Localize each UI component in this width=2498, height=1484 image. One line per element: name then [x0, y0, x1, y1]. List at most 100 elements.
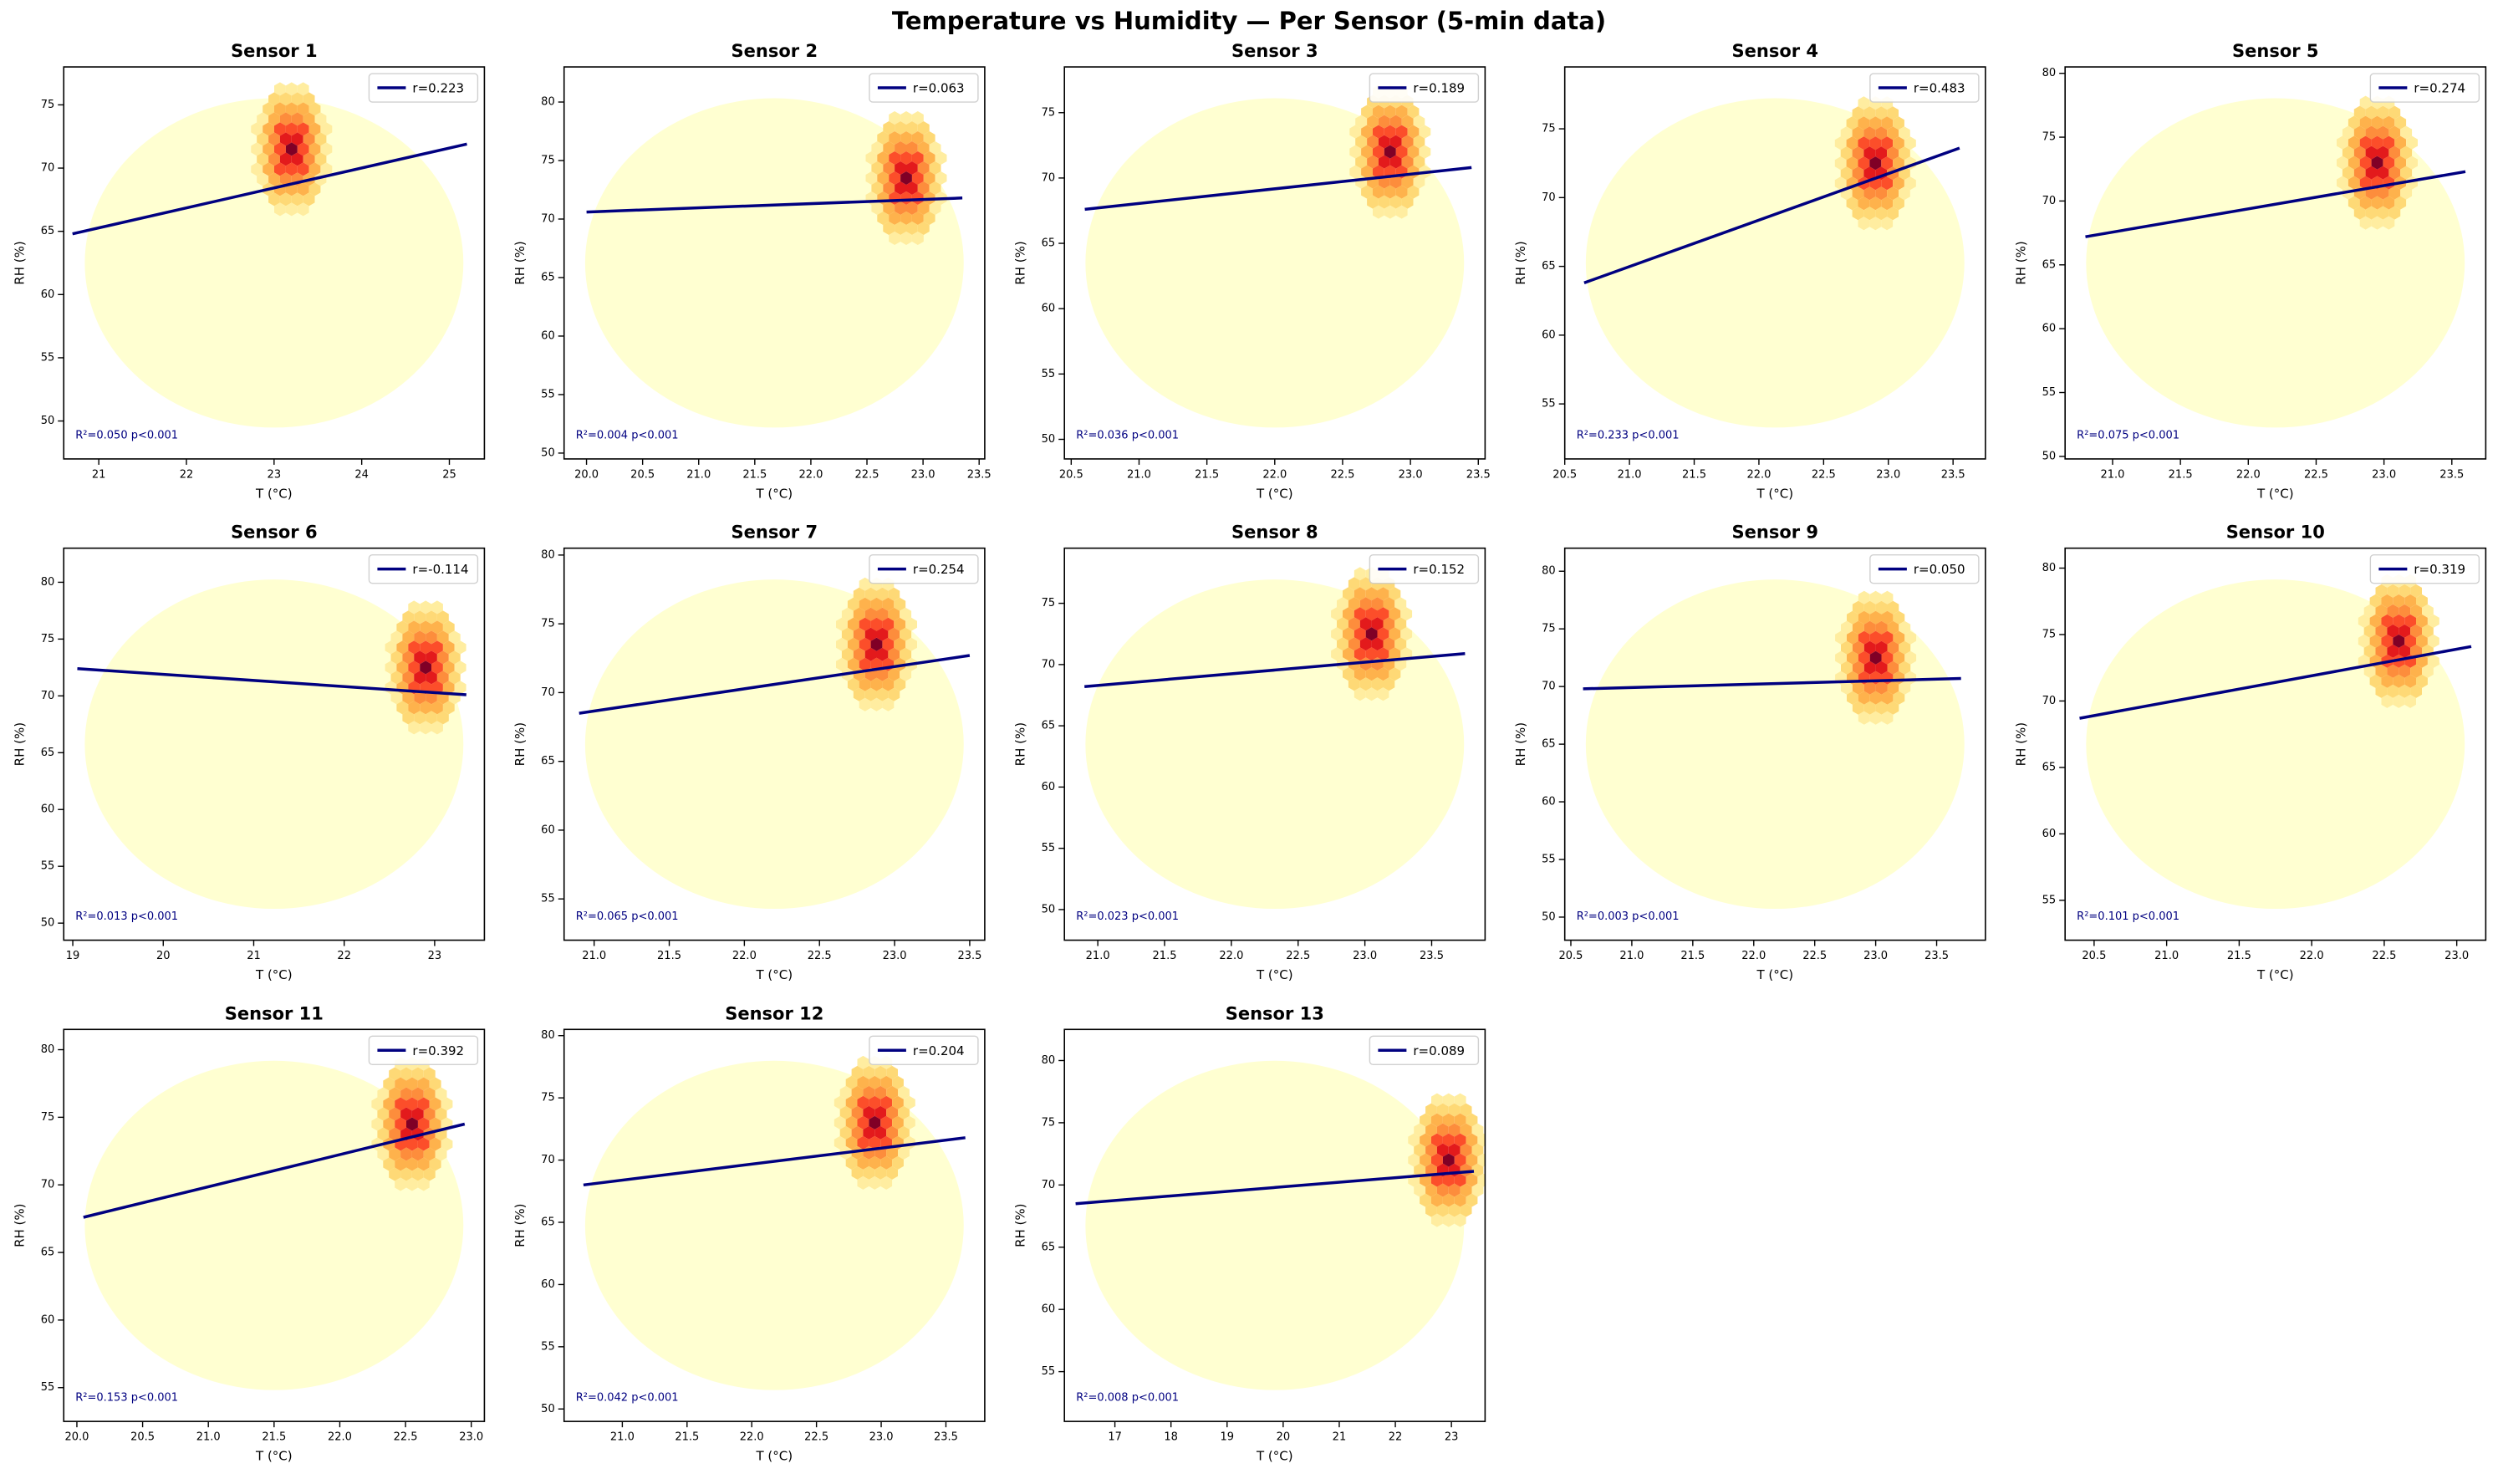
plot-area	[83, 1057, 466, 1390]
hex-glow	[2377, 125, 2389, 140]
legend-box	[368, 553, 479, 584]
hex-glow	[2381, 594, 2393, 608]
hex-glow	[883, 222, 895, 235]
y-tick-label: 70	[541, 1154, 555, 1166]
hex-glow	[1887, 681, 1899, 695]
hex-glow	[2410, 624, 2422, 638]
y-tick-label: 65	[541, 755, 555, 767]
hex-glow	[2404, 594, 2416, 608]
hex-glow	[1361, 165, 1373, 179]
hex-glow	[1337, 597, 1348, 611]
hex-glow	[1881, 650, 1894, 665]
legend-box	[368, 1035, 479, 1065]
hex-glow	[1436, 1143, 1449, 1157]
hex-glow	[2363, 604, 2376, 618]
hex-glow	[900, 151, 912, 165]
hex-glow	[1875, 186, 1888, 201]
y-tick-label: 75	[1042, 597, 1056, 609]
hex-glow	[1354, 667, 1366, 681]
hex-glow	[429, 1077, 441, 1091]
plot-area	[77, 579, 466, 910]
hex-glow	[417, 1077, 430, 1091]
y-tick-label: 60	[1042, 781, 1056, 793]
y-tick-label: 70	[1042, 1179, 1056, 1191]
hex-glow	[1354, 687, 1366, 701]
hex-glow	[2388, 105, 2401, 120]
hex-glow	[1395, 125, 1408, 139]
hex-glow	[1425, 1123, 1437, 1137]
hex-glow	[1858, 96, 1870, 110]
hex-glow	[1904, 650, 1917, 665]
hex-glow	[882, 617, 895, 631]
hex-glow	[1840, 126, 1853, 140]
hex-glow	[917, 161, 930, 175]
hex-glow	[1373, 205, 1384, 219]
hex-glow	[911, 151, 924, 165]
legend-label: r=0.319	[2414, 562, 2465, 577]
hex-glow	[1331, 647, 1343, 661]
hex-glow	[923, 212, 935, 225]
y-tick-label: 65	[41, 225, 55, 237]
hex-glow	[1460, 1103, 1472, 1117]
hex-glow	[1373, 105, 1384, 119]
subplot-title: Sensor 4	[1732, 41, 1819, 61]
hex-peak	[285, 142, 298, 156]
hex-peak	[1384, 145, 1396, 159]
hex-glow	[396, 701, 409, 715]
hex-glow	[1359, 637, 1372, 651]
hex-glow	[435, 1147, 447, 1161]
annotation: R²=0.101 p<0.001	[2077, 910, 2179, 923]
hex-glow	[847, 677, 859, 691]
y-tick-label: 60	[41, 1313, 55, 1326]
hex-glow	[1881, 630, 1894, 645]
y-axis-label: RH (%)	[13, 722, 28, 766]
y-axis-label: RH (%)	[1013, 241, 1028, 284]
hex-glow	[889, 212, 901, 225]
legend-label: r=0.223	[412, 81, 464, 96]
hex-glow	[1875, 640, 1888, 655]
hex-glow	[1383, 617, 1395, 631]
hex-glow	[390, 650, 403, 665]
hex-glow	[1904, 176, 1916, 191]
hex-glow	[857, 1175, 869, 1190]
hex-glow	[402, 671, 415, 685]
hex-glow	[911, 191, 924, 205]
hex-glow	[1847, 630, 1858, 645]
hex-glow	[845, 1135, 858, 1150]
hex-glow	[1436, 1203, 1449, 1217]
hex-glow	[876, 627, 889, 641]
hex-glow	[2375, 604, 2388, 618]
legend-label: r=0.274	[2414, 81, 2465, 96]
hex-glow	[1887, 186, 1899, 201]
hex-glow	[880, 1095, 893, 1109]
x-tick-label: 22.0	[328, 1431, 352, 1444]
hex-glow	[1354, 587, 1366, 601]
hex-glow	[1436, 1123, 1449, 1137]
hex-glow	[1852, 701, 1864, 715]
subplot: 21.0 21.5 22.0 22.5 23.0 23.5 50 55 60 65 70 75 80 Se…	[512, 1003, 986, 1464]
hex-glow	[268, 192, 280, 207]
hex-glow	[1887, 640, 1899, 655]
hex-glow	[396, 660, 409, 675]
y-tick-label: 55	[2042, 894, 2057, 906]
hex-glow	[263, 162, 274, 176]
hex-glow	[436, 630, 449, 645]
hex-glow	[377, 1087, 390, 1101]
hex-glow	[888, 607, 900, 621]
subplot-title: Sensor 2	[732, 41, 818, 61]
hex-glow	[1875, 600, 1888, 615]
hex-glow	[1343, 647, 1354, 661]
hex-glow	[841, 647, 854, 661]
hex-glow	[1383, 637, 1395, 651]
hex-glow	[1852, 146, 1864, 161]
hex-glow	[1893, 176, 1904, 191]
hex-glow	[863, 1125, 875, 1140]
hex-glow	[1331, 607, 1343, 621]
hex-glow	[853, 607, 865, 621]
y-tick-label: 50	[41, 415, 55, 427]
hex-glow	[2353, 145, 2366, 160]
hex-glow	[2410, 684, 2422, 698]
hex-glow	[408, 600, 421, 615]
annotation: R²=0.233 p<0.001	[1577, 429, 1680, 441]
hex-glow	[441, 1097, 453, 1111]
